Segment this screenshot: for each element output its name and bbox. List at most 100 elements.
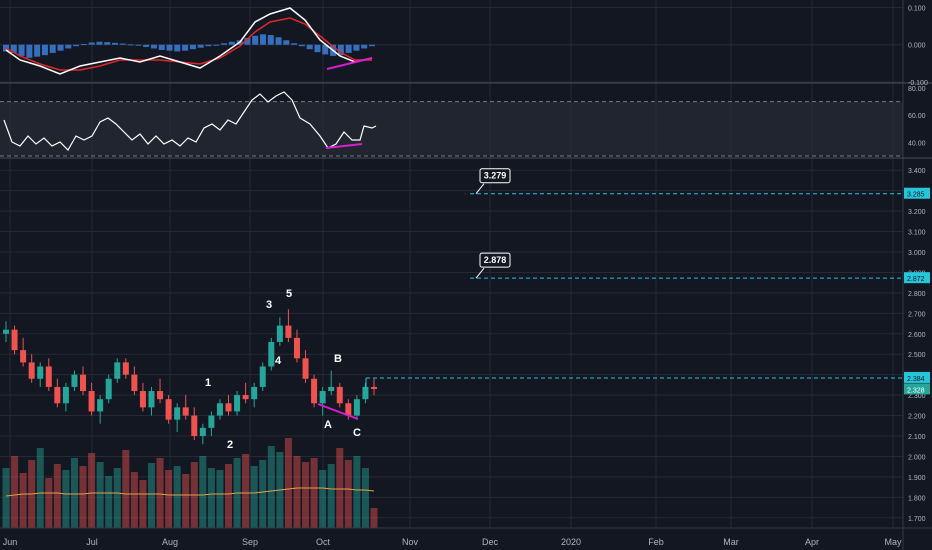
- candle-body: [259, 366, 266, 387]
- macd-histogram-bar: [41, 44, 48, 56]
- macd-histogram-bar: [306, 44, 313, 50]
- price-tick-label: 2.100: [908, 434, 926, 441]
- candle-body: [114, 362, 121, 379]
- wave-label: 5: [286, 288, 292, 300]
- target-price-tag: [904, 272, 930, 284]
- candle-body: [148, 391, 155, 408]
- macd-histogram-bar: [267, 35, 274, 45]
- candle-body: [20, 350, 27, 363]
- candle-body: [319, 391, 326, 404]
- price-tick-label: 2.000: [908, 454, 926, 461]
- volume-bar: [11, 456, 19, 528]
- candle-body: [71, 374, 78, 387]
- last-close-tag-label: 2.328: [907, 387, 925, 394]
- x-tick-label: 2020: [561, 537, 581, 547]
- target-price-tag-label: 3.285: [907, 192, 925, 199]
- candle-body: [62, 386, 69, 404]
- wave-label: A: [324, 419, 332, 431]
- candle-body: [157, 391, 164, 400]
- x-tick-label: May: [884, 537, 902, 547]
- wave-label: 4: [275, 355, 282, 367]
- candle-body: [276, 325, 283, 342]
- candle-body: [311, 378, 318, 404]
- candle-body: [268, 341, 275, 367]
- x-tick-label: Sep: [242, 537, 258, 547]
- candle-body: [122, 362, 129, 375]
- candle-body: [345, 403, 352, 416]
- price-tick-label: 2.700: [908, 311, 926, 318]
- volume-bar: [319, 470, 327, 528]
- candle-body: [336, 386, 343, 404]
- macd-tick-label: 0.100: [908, 5, 926, 12]
- macd-histogram-bar: [10, 44, 17, 53]
- candle-body: [45, 366, 52, 387]
- macd-histogram-bar: [143, 44, 150, 47]
- candle-body: [302, 358, 309, 379]
- volume-bar: [293, 456, 301, 528]
- candle-body: [208, 415, 215, 428]
- candle-body: [216, 403, 223, 416]
- candle-body: [11, 329, 18, 351]
- macd-histogram-bar: [49, 44, 56, 53]
- candle-body: [28, 362, 35, 379]
- price-tick-label: 2.600: [908, 332, 926, 339]
- grid: [0, 0, 903, 528]
- x-tick-label: Jul: [86, 537, 98, 547]
- volume-bar: [250, 466, 258, 528]
- price-tick-label: 1.900: [908, 475, 926, 482]
- macd-histogram-bar: [88, 42, 95, 45]
- candle-body: [225, 403, 232, 412]
- volume-bar: [62, 470, 70, 528]
- candle-body: [182, 407, 189, 416]
- macd-histogram-bar: [361, 44, 368, 49]
- volume-bar: [327, 464, 335, 528]
- rsi-panel: [0, 91, 903, 157]
- macd-histogram-bar: [112, 42, 119, 45]
- candle-body: [293, 337, 300, 359]
- macd-divergence-line: [326, 57, 373, 70]
- macd-histogram-bar: [221, 43, 228, 45]
- volume-bar: [2, 468, 10, 528]
- candle-body: [251, 386, 258, 400]
- macd-histogram-bar: [119, 43, 126, 45]
- macd-histogram-bar: [73, 44, 80, 47]
- volume-bar: [156, 458, 164, 528]
- macd-histogram-bar: [283, 40, 290, 45]
- macd-histogram-bar: [135, 44, 142, 46]
- volume-bar: [147, 463, 155, 528]
- macd-histogram-bar: [369, 44, 375, 47]
- volume-bar: [361, 468, 369, 528]
- target-callout-box: [479, 168, 511, 184]
- x-tick-label: Dec: [482, 537, 499, 547]
- current-price-tag: [904, 371, 930, 383]
- macd-histogram-bar: [104, 42, 111, 45]
- candle-body: [105, 378, 112, 400]
- volume-bar: [122, 450, 130, 528]
- target-callout-pointer: [475, 267, 485, 279]
- rsi-tick-label: 60.00: [908, 113, 926, 120]
- volume-bar: [302, 462, 310, 528]
- volume-bar: [225, 464, 233, 528]
- volume-bar: [53, 464, 61, 528]
- volume-bar: [96, 462, 104, 528]
- macd-histogram-bar: [205, 44, 212, 47]
- macd-histogram-bar: [252, 35, 259, 45]
- last-close-tag: [904, 383, 930, 395]
- wave-label: 3: [266, 299, 272, 311]
- target-callout-label: 3.279: [484, 171, 507, 181]
- candle-body: [131, 374, 138, 392]
- macd-line: [5, 7, 373, 75]
- price-tick-label: 2.500: [908, 352, 926, 359]
- macd-histogram-bar: [259, 34, 266, 45]
- rsi-line: [3, 91, 377, 151]
- target-price-tag: [904, 187, 930, 199]
- volume-bar: [19, 473, 27, 528]
- volume-ma-line: [5, 487, 375, 497]
- x-tick-label: Jun: [3, 537, 18, 547]
- volume-bar: [370, 508, 378, 528]
- current-price-tag-label: 2.384: [907, 376, 925, 383]
- volume-bar: [130, 472, 138, 528]
- rsi-tick-label: 40.00: [908, 140, 926, 147]
